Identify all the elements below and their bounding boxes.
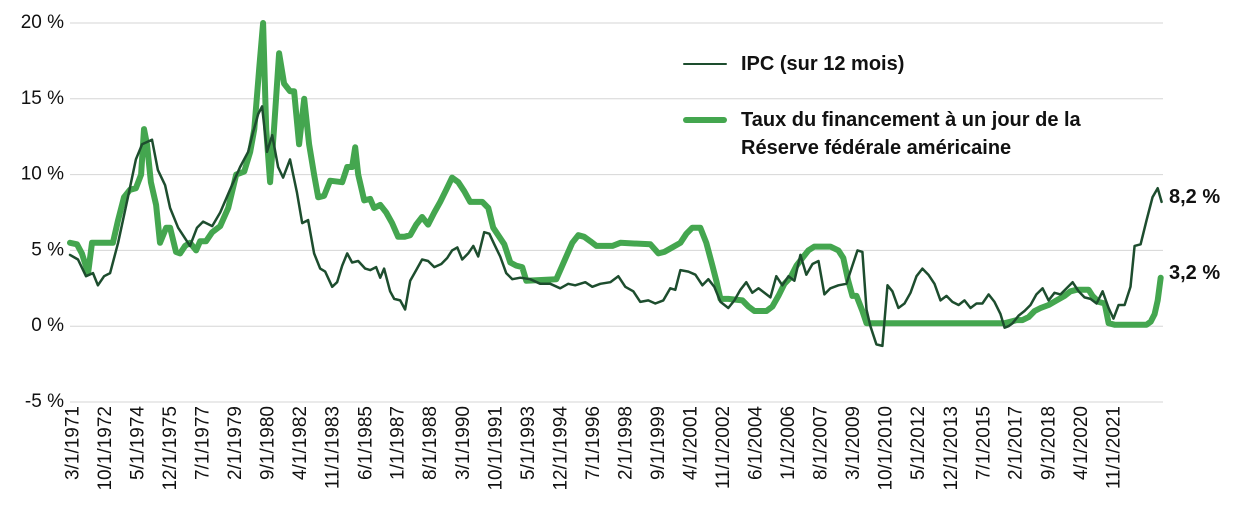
x-tick-label: 5/1/1974 — [127, 406, 148, 480]
x-tick-label: 8/1/1988 — [420, 406, 441, 480]
x-tick-label: 4/1/2001 — [681, 406, 702, 480]
x-tick-label: 4/1/2020 — [1071, 406, 1092, 480]
x-tick-label: 1/1/1987 — [388, 406, 409, 480]
x-tick-label: 9/1/2018 — [1038, 406, 1059, 480]
x-tick-label: 3/1/1990 — [453, 406, 474, 480]
end-label: 3,2 % — [1169, 262, 1220, 284]
legend-item: IPC (sur 12 mois) — [683, 50, 1143, 78]
legend-label: IPC (sur 12 mois) — [741, 53, 905, 75]
x-tick-label: 11/1/2002 — [713, 406, 734, 489]
x-tick-label: 6/1/2004 — [746, 406, 767, 480]
x-tick-label: 2/1/1979 — [225, 406, 246, 480]
x-tick-label: 7/1/1977 — [193, 406, 214, 480]
x-tick-label: 10/1/1991 — [485, 406, 506, 491]
end-label: 8,2 % — [1169, 186, 1220, 208]
x-tick-label: 5/1/2012 — [908, 406, 929, 480]
y-tick-label: 15 % — [21, 88, 64, 109]
x-tick-label: 3/1/1971 — [63, 406, 84, 480]
x-tick-label: 12/1/2013 — [941, 406, 962, 491]
x-tick-label: 9/1/1980 — [258, 406, 279, 480]
series-line — [68, 105, 1163, 348]
x-tick-label: 11/1/2021 — [1103, 406, 1124, 489]
x-tick-label: 10/1/1972 — [95, 406, 116, 491]
x-tick-label: 12/1/1975 — [160, 406, 181, 491]
legend-item: Taux du financement à un jour de la Rése… — [683, 106, 1143, 162]
legend-swatch — [683, 117, 727, 123]
x-tick-label: 6/1/1985 — [355, 406, 376, 480]
y-tick-label: 10 % — [21, 164, 64, 185]
x-tick-label: 7/1/1996 — [583, 406, 604, 480]
y-tick-label: 0 % — [31, 315, 64, 336]
y-tick-label: 5 % — [31, 239, 64, 260]
series-line — [67, 20, 1164, 328]
y-tick-label: 20 % — [21, 12, 64, 33]
x-tick-label: 7/1/2015 — [973, 406, 994, 480]
x-tick-label: 12/1/1994 — [550, 406, 571, 491]
x-tick-label: 4/1/1982 — [290, 406, 311, 480]
x-tick-label: 2/1/2017 — [1006, 406, 1027, 480]
x-tick-label: 3/1/2009 — [843, 406, 864, 480]
x-tick-label: 9/1/1999 — [648, 406, 669, 480]
legend-label: Taux du financement à un jour de la Rése… — [741, 109, 1081, 159]
x-tick-label: 1/1/2006 — [778, 406, 799, 480]
legend-swatch — [683, 62, 727, 66]
x-tick-label: 5/1/1993 — [518, 406, 539, 480]
y-tick-label: -5 % — [25, 391, 64, 412]
x-tick-label: 2/1/1998 — [615, 406, 636, 480]
x-tick-label: 11/1/1983 — [323, 406, 344, 489]
x-tick-label: 8/1/2007 — [811, 406, 832, 480]
x-tick-label: 10/1/2010 — [876, 406, 897, 491]
